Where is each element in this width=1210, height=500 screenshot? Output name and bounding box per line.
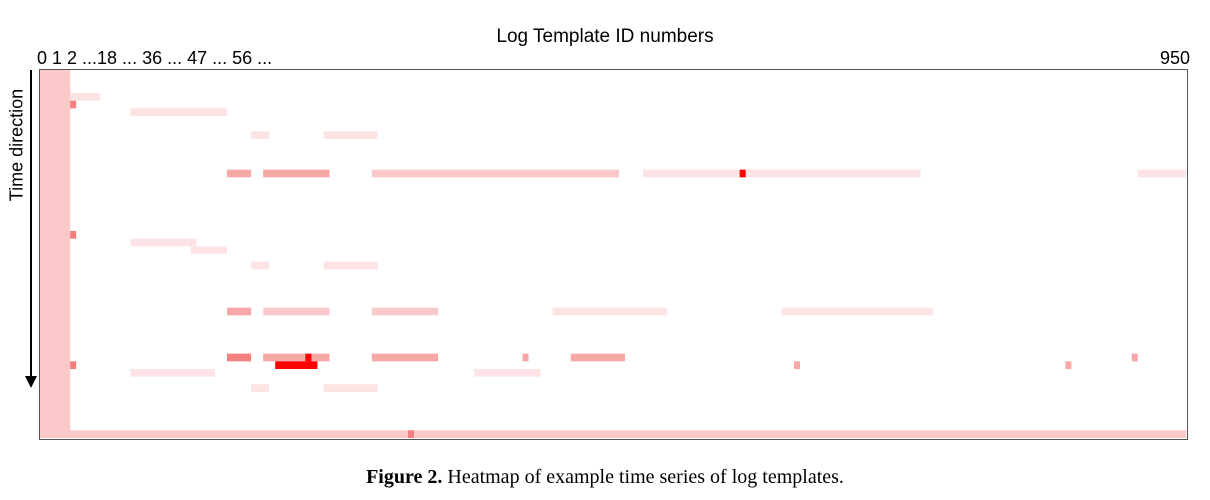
heatmap-band-0 (40, 70, 71, 438)
heatmap-band-24 (275, 361, 318, 369)
heatmap-cell-6 (522, 353, 529, 362)
heatmap-band-27 (251, 384, 270, 392)
heatmap-cell-7 (793, 361, 800, 369)
heatmap-band-1 (70, 93, 101, 101)
heatmap-cell-8 (1065, 361, 1072, 369)
heatmap-band-11 (130, 238, 197, 247)
heatmap-band-10 (1137, 169, 1186, 178)
figure-caption-text: Heatmap of example time series of log te… (442, 466, 844, 488)
heatmap-band-2 (130, 108, 227, 116)
heatmap-cell-2 (407, 430, 414, 438)
heatmap-band-17 (371, 307, 439, 316)
heatmap-svg (40, 70, 1186, 438)
heatmap-band-3 (251, 131, 270, 139)
heatmap-band-16 (263, 307, 330, 316)
heatmap-band-18 (552, 307, 668, 316)
heatmap-cell-4 (70, 231, 77, 239)
heatmap-cell-0 (739, 169, 746, 178)
heatmap-band-14 (323, 261, 378, 270)
heatmap-band-15 (226, 307, 252, 316)
heatmap-band-6 (263, 169, 330, 178)
figure-caption: Figure 2. Heatmap of example time series… (0, 466, 1210, 489)
heatmap-cell-3 (70, 100, 77, 109)
figure-label: Figure 2. (366, 466, 443, 488)
heatmap-band-25 (130, 369, 215, 377)
heatmap-cell-5 (70, 361, 77, 369)
heatmap-cell-1 (305, 353, 312, 362)
heatmap-band-28 (323, 384, 378, 392)
heatmap-plot (39, 69, 1188, 440)
heatmap-band-13 (251, 261, 270, 270)
x-axis-title: Log Template ID numbers (496, 26, 714, 47)
heatmap-band-12 (190, 246, 227, 254)
heatmap-band-9 (745, 169, 921, 178)
heatmap-band-19 (781, 307, 933, 316)
heatmap-band-26 (474, 369, 541, 377)
x-tick-label-right: 950 (1159, 48, 1190, 68)
heatmap-band-20 (226, 353, 252, 362)
heatmap-band-5 (226, 169, 252, 178)
heatmap-band-8 (643, 169, 740, 178)
heatmap-band-29 (40, 430, 1186, 438)
heatmap-band-4 (323, 131, 378, 139)
time-direction-arrow-icon (25, 70, 37, 388)
heatmap-band-21 (263, 353, 330, 362)
x-tick-labels-left: 0 1 2 ...18 ... 36 ... 47 ... 56 ... (37, 48, 273, 68)
heatmap-band-23 (570, 353, 626, 362)
heatmap-band-7 (371, 169, 620, 178)
heatmap-band-22 (371, 353, 439, 362)
heatmap-cell-9 (1131, 353, 1138, 362)
